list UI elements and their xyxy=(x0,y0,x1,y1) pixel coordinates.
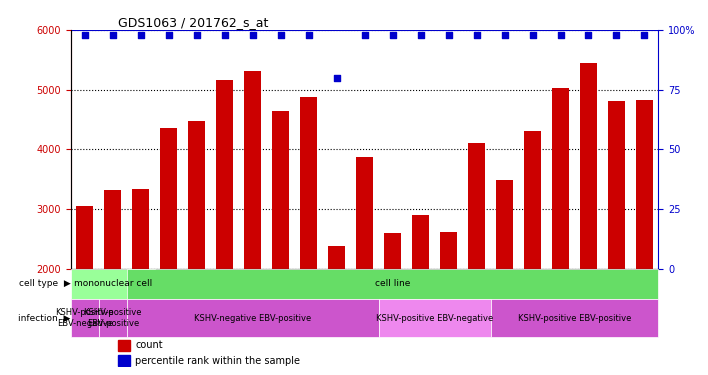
Point xyxy=(135,32,147,38)
Point xyxy=(331,75,342,81)
Text: cell type  ▶: cell type ▶ xyxy=(19,279,71,288)
Point xyxy=(107,32,118,38)
Point xyxy=(415,32,426,38)
Point xyxy=(387,32,399,38)
FancyBboxPatch shape xyxy=(127,268,658,299)
Bar xyxy=(329,246,345,375)
Bar xyxy=(118,355,130,366)
Bar xyxy=(496,180,513,375)
Bar xyxy=(104,190,121,375)
Bar xyxy=(580,63,597,375)
Bar xyxy=(244,71,261,375)
Point xyxy=(303,32,314,38)
Bar xyxy=(524,131,541,375)
Point xyxy=(611,32,622,38)
Text: KSHV-positive EBV-negative: KSHV-positive EBV-negative xyxy=(376,314,493,322)
Point xyxy=(247,32,258,38)
Point xyxy=(527,32,538,38)
Text: cell line: cell line xyxy=(375,279,411,288)
Bar xyxy=(468,143,485,375)
Point xyxy=(219,32,230,38)
Point xyxy=(443,32,455,38)
Bar xyxy=(132,189,149,375)
Point xyxy=(583,32,594,38)
Text: GDS1063 / 201762_s_at: GDS1063 / 201762_s_at xyxy=(118,16,268,29)
Bar xyxy=(412,215,429,375)
Text: KSHV-negative EBV-positive: KSHV-negative EBV-positive xyxy=(194,314,312,322)
Point xyxy=(275,32,286,38)
Point xyxy=(79,32,91,38)
Bar xyxy=(118,340,130,351)
Bar xyxy=(356,157,373,375)
FancyBboxPatch shape xyxy=(127,299,379,337)
Text: KSHV-positive
EBV-negative: KSHV-positive EBV-negative xyxy=(55,308,114,328)
FancyBboxPatch shape xyxy=(491,299,658,337)
Text: KSHV-positive EBV-positive: KSHV-positive EBV-positive xyxy=(518,314,631,322)
Bar xyxy=(384,233,401,375)
Text: infection  ▶: infection ▶ xyxy=(18,314,71,322)
Bar xyxy=(217,80,233,375)
Text: mononuclear cell: mononuclear cell xyxy=(74,279,152,288)
Point xyxy=(555,32,566,38)
Point xyxy=(191,32,202,38)
Bar xyxy=(636,100,653,375)
FancyBboxPatch shape xyxy=(71,299,99,337)
Point xyxy=(499,32,510,38)
Bar xyxy=(273,111,289,375)
Bar xyxy=(300,98,317,375)
FancyBboxPatch shape xyxy=(99,299,127,337)
Bar xyxy=(76,206,93,375)
Bar xyxy=(160,128,177,375)
Point xyxy=(359,32,370,38)
Point xyxy=(639,32,650,38)
Bar xyxy=(188,121,205,375)
Text: percentile rank within the sample: percentile rank within the sample xyxy=(135,356,300,366)
Bar xyxy=(440,232,457,375)
Point xyxy=(471,32,482,38)
FancyBboxPatch shape xyxy=(71,268,155,299)
Text: KSHV-positive
EBV-positive: KSHV-positive EBV-positive xyxy=(84,308,142,328)
Point xyxy=(163,32,174,38)
Bar xyxy=(608,101,625,375)
FancyBboxPatch shape xyxy=(379,299,491,337)
Text: count: count xyxy=(135,340,163,350)
Bar xyxy=(552,88,569,375)
